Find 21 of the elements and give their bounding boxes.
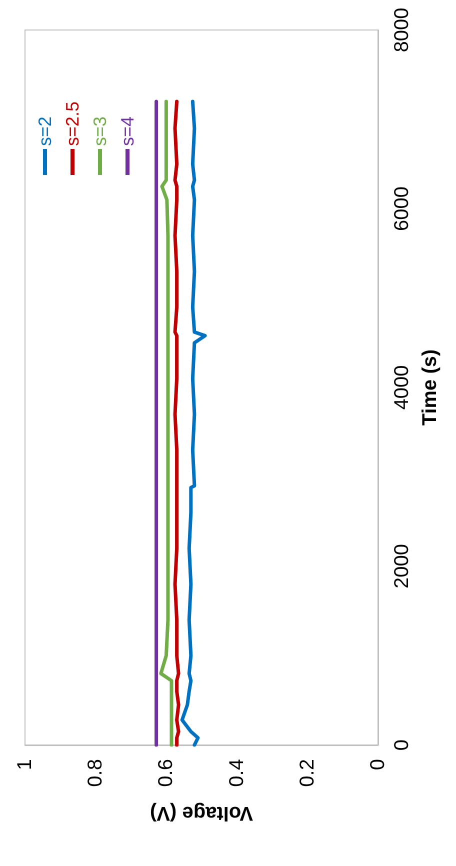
y-tick-label: 4000 xyxy=(391,365,413,410)
line-series xyxy=(173,100,180,747)
line-series xyxy=(159,100,174,747)
y-tick-label: 2000 xyxy=(391,544,413,588)
x-tick-label: 0.8 xyxy=(84,759,107,787)
line-series xyxy=(154,100,158,747)
line-series xyxy=(180,100,207,747)
y-axis-title: Time (s) xyxy=(418,349,441,426)
x-tick-label: 0.2 xyxy=(296,759,318,787)
x-tick-label: 0.6 xyxy=(155,759,178,787)
x-tick-label: 1 xyxy=(14,759,36,770)
y-tick-label: 0 xyxy=(391,739,413,751)
text: s=3 xyxy=(90,116,110,146)
text: s=2.5 xyxy=(62,101,82,146)
text: s=2 xyxy=(35,116,55,146)
x-tick-label: 0.4 xyxy=(226,759,248,787)
y-tick-label: 6000 xyxy=(391,186,413,231)
x-axis-title: Voltage (V) xyxy=(150,802,253,824)
y-tick-label: 8000 xyxy=(391,8,413,52)
x-tick-label: 0 xyxy=(367,759,389,770)
text: s=4 xyxy=(118,116,138,146)
